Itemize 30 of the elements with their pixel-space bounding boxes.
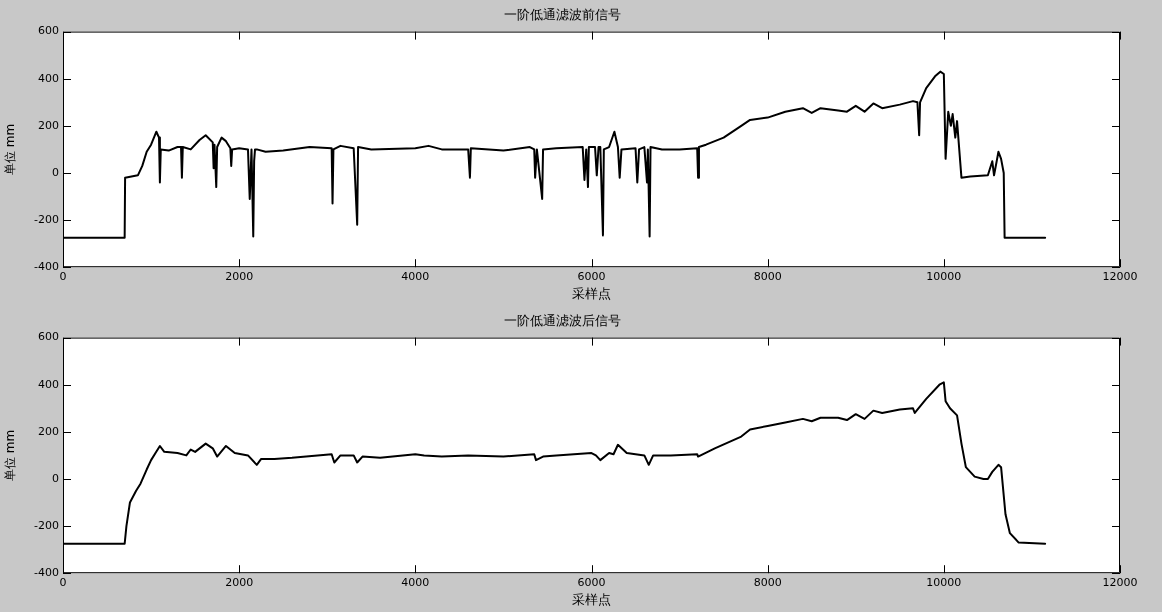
y-tick-label: 200 [38,424,59,438]
x-tick-label: 8000 [753,575,782,589]
y-axis-title: 单位 mm [3,429,18,481]
y-tick-label: 0 [52,165,59,179]
x-tick-label: 10000 [926,575,962,589]
y-tick-label: 400 [38,71,59,85]
x-tick-label: 6000 [577,575,606,589]
y-tick-label: 400 [38,377,59,391]
x-tick-label: 2000 [225,269,254,283]
y-tick-label: 600 [38,24,59,38]
x-axis-title: 采样点 [572,285,611,301]
chart-title: 一阶低通滤波后信号 [503,313,621,329]
y-tick-label: 0 [52,471,59,485]
x-tick-label: 2000 [225,575,254,589]
y-tick-label: 200 [38,118,59,132]
x-tick-label: 6000 [577,269,606,283]
y-axis-title: 单位 mm [3,123,18,175]
y-tick-label: -400 [34,260,59,274]
y-tick-label: -400 [34,566,59,580]
x-tick-label: 10000 [926,269,962,283]
x-tick-label: 4000 [401,575,430,589]
x-axis-title: 采样点 [572,591,611,607]
x-tick-label: 4000 [401,269,430,283]
y-tick-label: 600 [38,330,59,344]
x-tick-label: 8000 [753,269,782,283]
y-tick-label: -200 [34,518,59,532]
x-tick-label: 12000 [1102,575,1138,589]
chart-title: 一阶低通滤波前信号 [503,7,621,23]
x-tick-label: 12000 [1102,269,1138,283]
y-tick-label: -200 [34,212,59,226]
